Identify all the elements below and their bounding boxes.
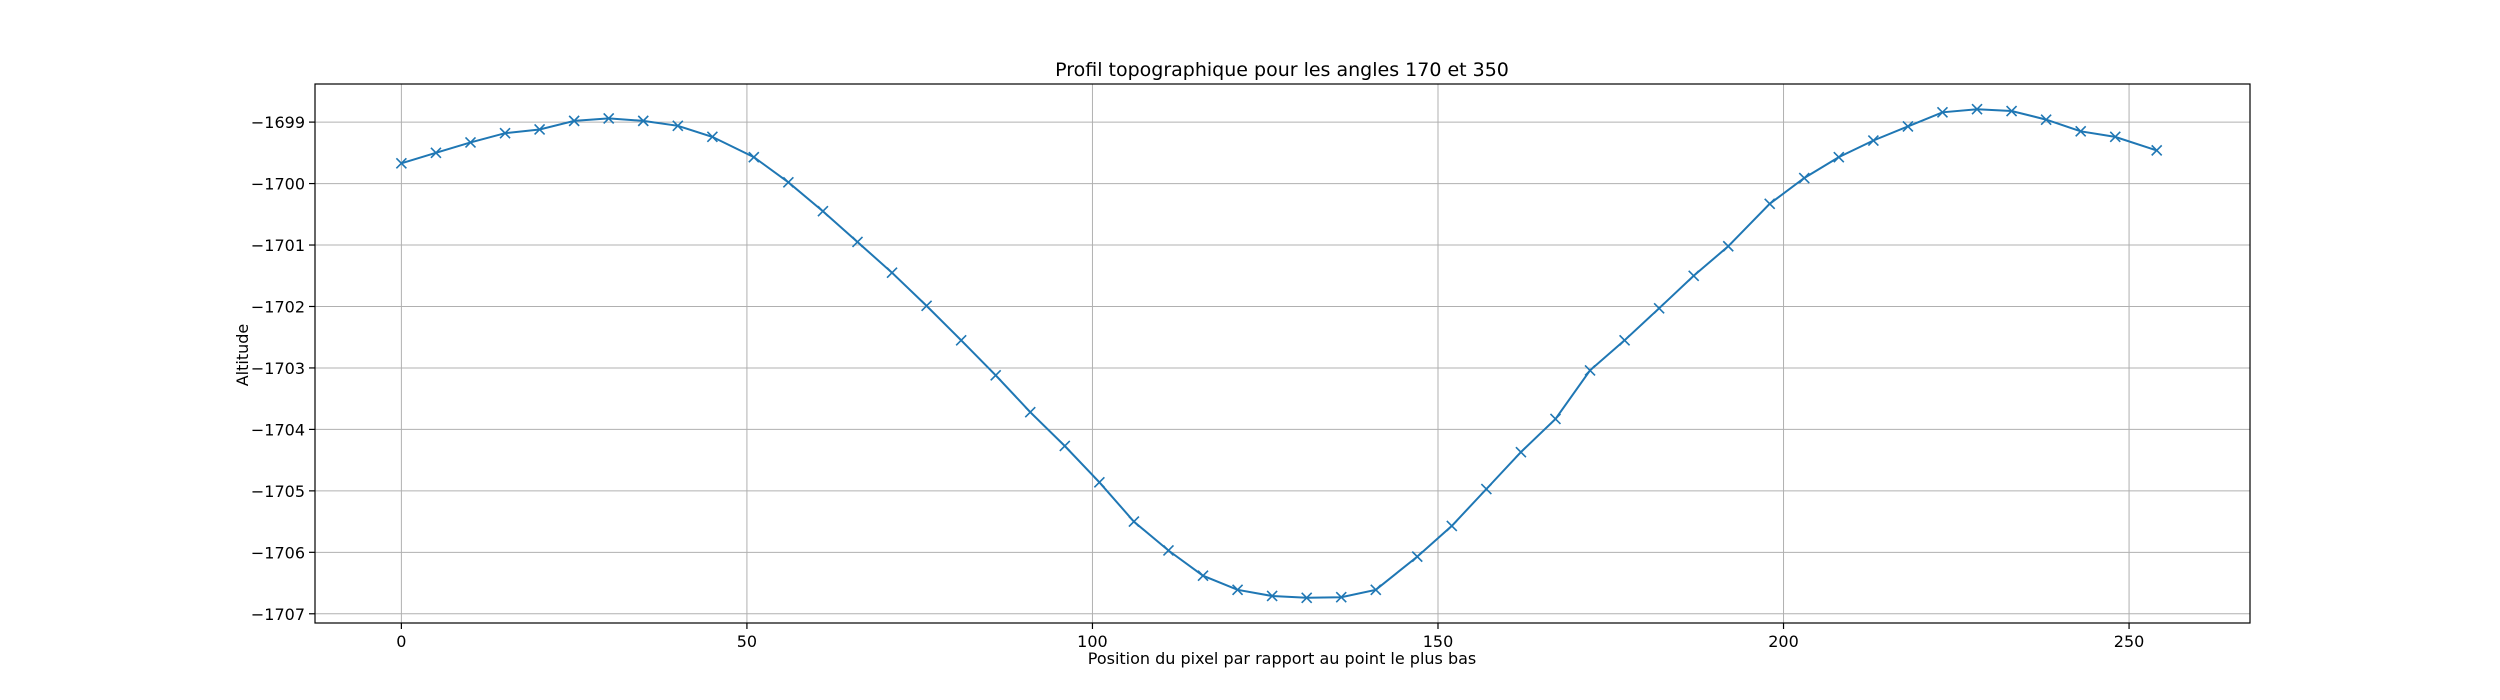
data-point [706,131,718,143]
x-tick-label: 100 [1077,632,1108,651]
data-point [2151,144,2163,156]
data-point [2006,105,2018,117]
data-point [1867,134,1879,147]
data-point [637,115,649,127]
data-point [886,267,898,279]
data-point [430,147,442,159]
data-point [1480,483,1492,495]
data-point [2075,125,2087,137]
data-point [464,136,477,148]
plot-frame [314,83,2251,624]
data-point [1162,544,1175,557]
data-point [1798,172,1810,184]
series-layer [395,103,2163,604]
data-point [1971,103,1983,115]
data-point [1936,106,1949,118]
y-axis-label: Altitude [233,324,252,387]
data-point [1549,413,1562,425]
y-tick-label: −1700 [251,175,305,194]
y-tick-label: −1703 [251,359,305,378]
axis-ticks: 0 50 100 150 200 250 −1707 −1706 −1705 −1704 −1703… [251,113,2144,651]
grid [315,84,2250,623]
data-point [1024,406,1036,418]
data-point [499,127,511,139]
y-tick-label: −1706 [251,543,305,562]
data-point [1197,570,1209,582]
y-tick-label: −1701 [251,236,305,255]
y-tick-label: −1702 [251,297,305,316]
data-point [1653,302,1665,314]
data-point [921,300,933,312]
data-point [1232,584,1244,596]
data-point [603,112,615,124]
y-tick-label: −1707 [251,605,305,624]
data-point [2040,114,2052,126]
data-point [1301,592,1313,604]
data-point [990,369,1002,381]
data-point [851,236,864,248]
data-point [395,157,407,169]
data-point [1446,520,1458,532]
x-tick-label: 250 [2114,632,2145,651]
data-point [1411,551,1423,563]
data-point [1688,270,1700,282]
data-point [1833,151,1845,163]
data-point [534,123,546,136]
data-point [817,205,829,217]
data-point [1335,591,1347,603]
data-point [748,151,760,163]
data-point [1619,334,1631,346]
data-point [1764,198,1776,210]
data-point [568,115,580,127]
x-tick-label: 50 [737,632,757,651]
x-tick-label: 0 [396,632,406,651]
data-point [1584,364,1596,376]
y-tick-label: −1705 [251,482,305,501]
x-tick-label: 150 [1423,632,1454,651]
data-point [1515,446,1527,458]
data-point [1902,120,1914,132]
y-tick-label: −1704 [251,420,305,439]
data-point [1370,584,1382,596]
y-tick-label: −1699 [251,113,305,132]
data-point [1128,516,1140,528]
series-line [401,108,2158,599]
data-point [1059,440,1071,452]
x-axis-label: Position du pixel par rapport au point l… [1088,649,1477,668]
data-point [955,334,967,346]
data-point [782,176,794,188]
data-point [2109,131,2121,143]
data-point [1093,476,1105,488]
data-point [1266,590,1278,602]
chart-title: Profil topographique pour les angles 170… [1055,59,1509,81]
data-point [672,120,684,132]
data-point [1722,240,1734,252]
x-tick-label: 200 [1768,632,1799,651]
